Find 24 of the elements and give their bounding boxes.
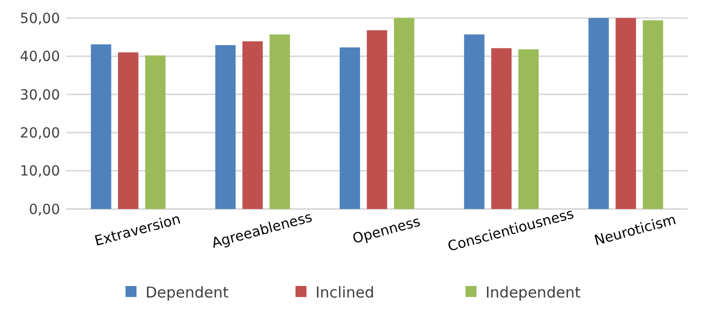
bar — [616, 18, 636, 209]
y-tick-label: 40,00 — [20, 49, 60, 66]
legend-label: Dependent — [146, 283, 229, 302]
y-tick-label: 0,00 — [28, 202, 60, 218]
bar — [270, 34, 290, 209]
bar — [215, 45, 236, 209]
y-tick-label: 50,00 — [20, 10, 60, 27]
bar — [366, 30, 388, 209]
bar — [588, 18, 609, 209]
bar — [642, 20, 664, 209]
bar — [340, 47, 360, 209]
legend-label: Inclined — [316, 283, 374, 302]
bar — [464, 34, 484, 209]
legend-label: Independent — [486, 283, 581, 302]
y-tick-label: 10,00 — [20, 164, 60, 180]
bar — [491, 48, 512, 209]
bar — [242, 41, 263, 209]
bar — [145, 55, 166, 209]
bar — [118, 52, 138, 209]
bar — [518, 49, 539, 209]
bar — [90, 44, 112, 209]
y-tick-label: 30,00 — [20, 87, 60, 104]
bar — [394, 18, 414, 209]
y-tick-label: 20,00 — [20, 126, 60, 142]
